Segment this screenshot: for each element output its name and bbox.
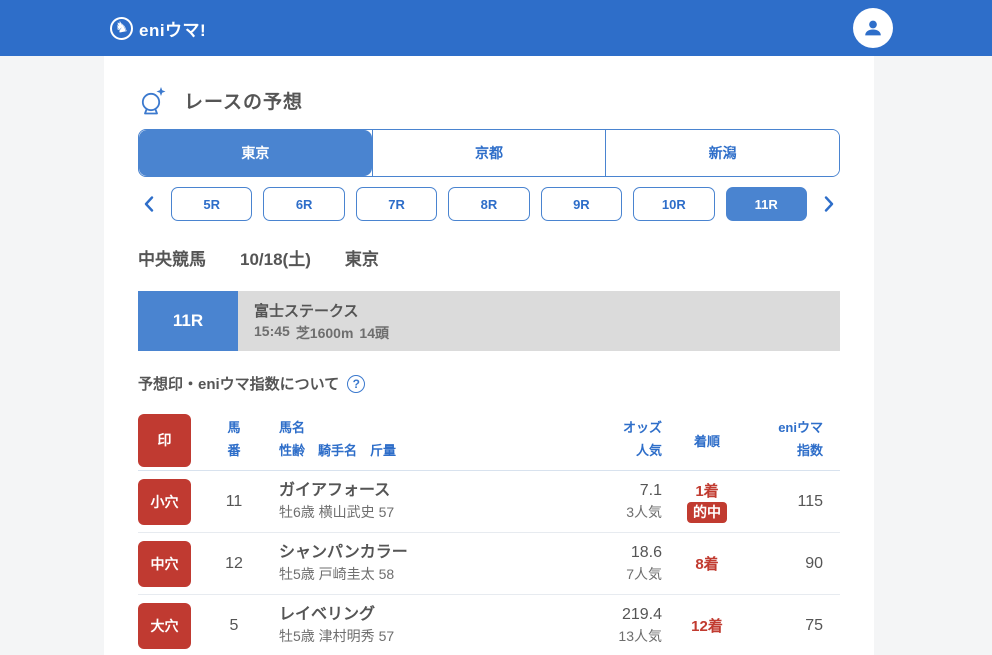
app-header: ♞ eniウマ! (0, 0, 992, 56)
horse-info: レイベリング 牡5歳 津村明秀 57 (277, 604, 570, 647)
logo-text: eniウマ! (139, 20, 207, 40)
table-header-row: 印 馬 番 馬名 性齢 騎手名 斤量 オッズ 人気 着順 eniウマ 指数 (138, 410, 840, 471)
chevron-right-icon (824, 196, 834, 212)
race-banner: 11R 富士ステークス 15:45 芝1600m 14頭 (138, 291, 840, 351)
mark-column-header: 印 (138, 413, 191, 467)
result-cell: 8着 (662, 553, 752, 574)
main-card: レースの予想 東京 京都 新潟 5R 6R 7R 8R 9R 10R 11R 中… (104, 56, 874, 655)
account-avatar-button[interactable] (853, 8, 893, 48)
tab-niigata[interactable]: 新潟 (605, 130, 839, 176)
finish-position: 8着 (695, 556, 719, 573)
race-button-6r[interactable]: 6R (263, 187, 345, 221)
mark-badge: 小穴 (138, 478, 191, 525)
race-meta-row: 中央競馬 10/18(土) 東京 (138, 245, 840, 270)
horse-logo-icon: ♞ (110, 16, 133, 40)
prev-races-button[interactable] (138, 187, 160, 221)
tab-kyoto[interactable]: 京都 (371, 130, 606, 176)
prediction-table: 印 馬 番 馬名 性齢 騎手名 斤量 オッズ 人気 着順 eniウマ 指数 (138, 410, 840, 655)
horse-detail: 牡6歳 横山武史 57 (279, 504, 395, 521)
horse-name: レイベリング (279, 606, 376, 623)
crystal-ball-icon (141, 87, 166, 115)
result-cell: 12着 (662, 615, 752, 636)
race-nav: 5R 6R 7R 8R 9R 10R 11R (138, 187, 840, 221)
horse-detail: 牡5歳 津村明秀 57 (279, 628, 395, 645)
col-header-odds: オッズ 人気 (622, 420, 662, 458)
race-date: 10/18(土) (240, 250, 311, 269)
odds-value: 7.1 (639, 482, 662, 499)
horse-name: ガイアフォース (279, 482, 391, 499)
hit-badge: 的中 (687, 501, 727, 524)
col-header-number: 馬 番 (227, 420, 241, 458)
horse-detail: 牡5歳 戸崎圭太 58 (279, 566, 395, 583)
col-header-index: eniウマ 指数 (778, 420, 823, 458)
app-logo[interactable]: ♞ eniウマ! (110, 16, 206, 41)
horse-number: 5 (229, 616, 239, 634)
tab-tokyo[interactable]: 東京 (139, 130, 372, 176)
popularity: 3人気 (626, 504, 662, 521)
finish-position: 12着 (691, 618, 723, 635)
horse-info: ガイアフォース 牡6歳 横山武史 57 (277, 480, 570, 523)
about-row: 予想印・eniウマ指数について ? (138, 373, 840, 394)
race-button-10r[interactable]: 10R (633, 187, 715, 221)
person-icon (865, 20, 881, 36)
help-icon[interactable]: ? (347, 374, 366, 393)
col-header-result: 着順 (693, 433, 720, 449)
popularity: 13人気 (618, 628, 662, 645)
race-conditions: 15:45 芝1600m 14頭 (254, 323, 824, 343)
race-button-9r[interactable]: 9R (540, 187, 623, 221)
table-row[interactable]: 大穴 5 レイベリング 牡5歳 津村明秀 57 219.4 13人気 12着 7… (138, 595, 840, 655)
odds-value: 18.6 (630, 544, 662, 561)
race-button-5r[interactable]: 5R (171, 187, 253, 221)
mark-badge: 大穴 (138, 602, 191, 649)
race-button-7r[interactable]: 7R (355, 187, 438, 221)
odds-cell: 7.1 3人気 (570, 480, 662, 523)
section-title-row: レースの予想 (138, 80, 840, 120)
next-races-button[interactable] (818, 187, 840, 221)
venue-tab-group: 東京 京都 新潟 (138, 129, 840, 177)
race-name: 富士ステークス (254, 303, 359, 320)
eniuma-index: 75 (805, 616, 823, 634)
about-label: 予想印・eniウマ指数について (138, 376, 340, 393)
page-title: レースの予想 (184, 91, 304, 113)
table-row[interactable]: 小穴 11 ガイアフォース 牡6歳 横山武史 57 7.1 3人気 1着 的中 … (138, 471, 840, 533)
table-row[interactable]: 中穴 12 シャンパンカラー 牡5歳 戸崎圭太 58 18.6 7人気 8着 9… (138, 533, 840, 595)
col-header-name: 馬名 性齢 騎手名 斤量 (279, 420, 397, 458)
odds-cell: 219.4 13人気 (570, 604, 662, 647)
race-button-8r[interactable]: 8R (448, 187, 530, 221)
race-org: 中央競馬 (138, 250, 206, 269)
horse-name: シャンパンカラー (279, 544, 408, 561)
eniuma-index: 115 (797, 492, 823, 510)
race-banner-body: 富士ステークス 15:45 芝1600m 14頭 (238, 291, 840, 351)
race-number-badge: 11R (138, 291, 238, 351)
race-venue: 東京 (344, 250, 379, 269)
mark-badge: 中穴 (138, 540, 191, 587)
result-cell: 1着 的中 (662, 480, 752, 524)
finish-position: 1着 (695, 482, 719, 500)
popularity: 7人気 (626, 566, 662, 583)
horse-number: 11 (225, 492, 243, 510)
horse-info: シャンパンカラー 牡5歳 戸崎圭太 58 (277, 542, 570, 585)
race-heads: 14頭 (359, 325, 389, 341)
eniuma-index: 90 (805, 554, 823, 572)
race-time: 15:45 (254, 323, 290, 339)
odds-value: 219.4 (621, 606, 662, 623)
horse-number: 12 (225, 554, 243, 572)
race-course: 芝1600m (295, 325, 354, 341)
race-button-11r[interactable]: 11R (725, 187, 807, 221)
odds-cell: 18.6 7人気 (570, 542, 662, 585)
chevron-left-icon (144, 196, 154, 212)
